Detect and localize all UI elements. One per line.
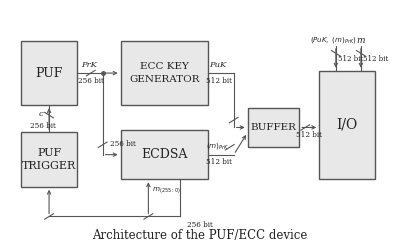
Text: PUF: PUF <box>35 66 63 80</box>
Text: 256 bit: 256 bit <box>78 77 104 85</box>
Text: TRIGGER: TRIGGER <box>22 162 76 172</box>
Bar <box>120 41 208 105</box>
Text: 512 bit: 512 bit <box>338 56 363 64</box>
Text: 512 bit: 512 bit <box>206 77 232 85</box>
Text: c: c <box>38 110 43 118</box>
Text: Architecture of the PUF/ECC device: Architecture of the PUF/ECC device <box>92 230 308 242</box>
Text: GENERATOR: GENERATOR <box>129 76 200 84</box>
Text: PUF: PUF <box>37 148 61 158</box>
Text: 512 bit: 512 bit <box>296 131 322 139</box>
Text: BUFFER: BUFFER <box>250 123 296 132</box>
Text: $(PuK,\ (m)_{PrK})$: $(PuK,\ (m)_{PrK})$ <box>310 35 357 45</box>
Bar <box>319 70 375 180</box>
Text: PrK: PrK <box>81 61 97 69</box>
Text: 512 bit: 512 bit <box>206 158 232 166</box>
Bar <box>120 130 208 180</box>
Text: 256 bit: 256 bit <box>110 140 136 148</box>
Text: ECC KEY: ECC KEY <box>140 62 189 71</box>
Text: m: m <box>357 36 365 45</box>
Text: $(m)_{PrK}$: $(m)_{PrK}$ <box>206 141 230 151</box>
Text: PuK: PuK <box>209 61 226 69</box>
Text: 256 bit: 256 bit <box>30 122 56 130</box>
Text: $m_{(255:0)}$: $m_{(255:0)}$ <box>152 186 182 196</box>
Bar <box>21 132 77 187</box>
Text: 256 bit: 256 bit <box>187 222 213 230</box>
Bar <box>21 41 77 105</box>
Bar <box>248 108 299 147</box>
Text: 512 bit: 512 bit <box>363 56 388 64</box>
Text: I/O: I/O <box>336 118 358 132</box>
Text: ECDSA: ECDSA <box>141 148 188 161</box>
